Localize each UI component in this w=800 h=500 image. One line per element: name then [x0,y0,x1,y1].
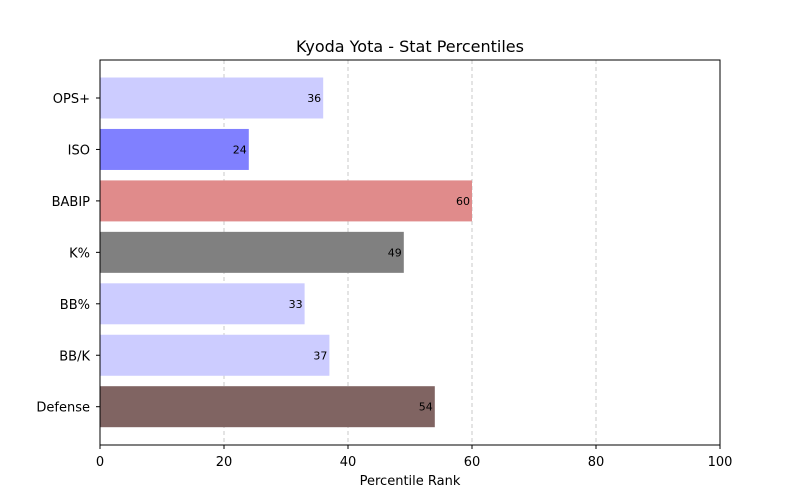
x-tick-label: 60 [464,455,481,470]
data-labels: 36 24 60 49 33 37 54 [233,92,470,414]
bar [100,283,305,325]
bar [100,180,472,222]
data-label: 60 [456,195,470,208]
x-axis-ticks: 0 20 40 60 80 100 [96,445,733,470]
x-tick-label: 0 [96,455,104,470]
bars [100,77,472,428]
y-tick-label: BABIP [52,195,91,210]
data-label: 24 [233,143,247,156]
y-tick-label: OPS+ [53,92,90,107]
y-tick-label: K% [69,246,90,261]
y-axis-ticks: OPS+ ISO BABIP K% BB% BB/K Defense [36,92,100,416]
bar [100,334,330,376]
x-axis-label: Percentile Rank [360,474,461,489]
bar [100,231,404,273]
y-tick-label: BB/K [59,349,90,364]
bar [100,386,435,428]
x-tick-label: 20 [216,455,233,470]
data-label: 49 [388,246,402,259]
data-label: 37 [313,349,327,362]
x-tick-label: 40 [340,455,357,470]
bar [100,128,249,170]
bar [100,77,324,119]
data-label: 54 [419,401,433,414]
chart-title: Kyoda Yota - Stat Percentiles [296,37,524,56]
y-tick-label: BB% [60,298,90,313]
data-label: 33 [289,298,303,311]
x-tick-label: 100 [708,455,733,470]
x-tick-label: 80 [588,455,605,470]
y-tick-label: ISO [68,143,90,158]
y-tick-label: Defense [36,401,90,416]
data-label: 36 [307,92,321,105]
